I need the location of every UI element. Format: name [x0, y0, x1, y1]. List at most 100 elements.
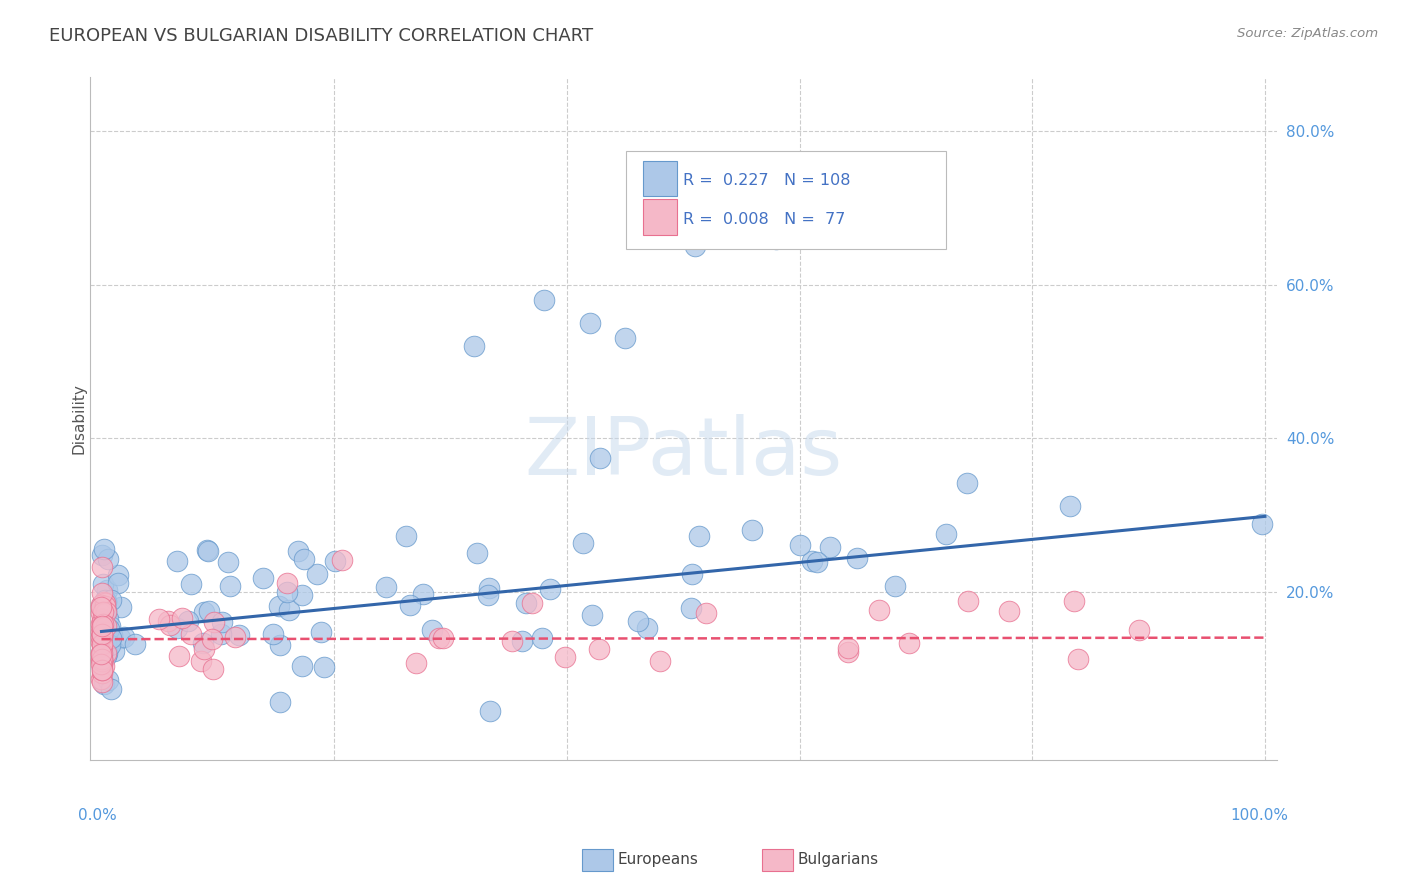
Point: [420, 623, 443, 637]
Point: [291, 658, 314, 673]
Point: [148, 612, 170, 626]
Point: [198, 604, 221, 618]
Point: [1059, 499, 1081, 513]
Point: [190, 654, 212, 668]
Point: [533, 293, 555, 307]
Point: [1063, 594, 1085, 608]
Point: [217, 555, 239, 569]
Point: [100, 682, 122, 697]
Point: [589, 451, 612, 466]
Point: [554, 649, 576, 664]
Point: [837, 640, 859, 655]
Point: [90, 672, 112, 686]
Point: [818, 540, 841, 554]
Point: [1250, 516, 1272, 531]
Point: [209, 627, 232, 641]
Text: EUROPEAN VS BULGARIAN DISABILITY CORRELATION CHART: EUROPEAN VS BULGARIAN DISABILITY CORRELA…: [49, 27, 593, 45]
Point: [309, 624, 332, 639]
Point: [166, 554, 188, 568]
Point: [97, 673, 120, 687]
Point: [96, 582, 118, 597]
Point: [695, 606, 717, 620]
Point: [219, 579, 242, 593]
Point: [90, 598, 112, 612]
Point: [90, 597, 112, 611]
Point: [520, 596, 543, 610]
Point: [96, 646, 118, 660]
Point: [94, 595, 117, 609]
Point: [93, 595, 115, 609]
Point: [530, 631, 553, 645]
Point: [294, 552, 316, 566]
Point: [90, 606, 112, 620]
Point: [107, 568, 129, 582]
Point: [197, 543, 219, 558]
Text: ZIPatlas: ZIPatlas: [524, 414, 842, 492]
Point: [103, 644, 125, 658]
Point: [98, 623, 121, 637]
Point: [90, 652, 112, 666]
Point: [90, 612, 112, 626]
Point: [93, 542, 115, 557]
Point: [97, 552, 120, 566]
Point: [681, 600, 703, 615]
Text: Europeans: Europeans: [617, 853, 699, 867]
Point: [614, 331, 637, 345]
Point: [90, 652, 112, 666]
Point: [998, 604, 1021, 618]
Point: [90, 548, 112, 562]
Point: [94, 605, 117, 619]
Point: [93, 599, 115, 614]
Point: [955, 475, 977, 490]
Point: [688, 529, 710, 543]
Point: [262, 626, 284, 640]
Point: [94, 593, 117, 607]
Point: [90, 663, 112, 677]
Point: [94, 594, 117, 608]
Point: [156, 614, 179, 628]
Point: [224, 630, 246, 644]
Point: [90, 622, 112, 636]
Point: [269, 638, 291, 652]
Point: [276, 584, 298, 599]
Point: [515, 595, 537, 609]
Point: [935, 526, 957, 541]
Point: [806, 555, 828, 569]
Point: [228, 628, 250, 642]
Point: [837, 645, 859, 659]
Point: [90, 629, 112, 643]
Point: [204, 615, 226, 630]
Point: [94, 604, 117, 618]
Point: [90, 675, 112, 690]
Point: [846, 550, 869, 565]
Point: [90, 642, 112, 657]
Point: [180, 627, 202, 641]
Point: [90, 666, 112, 681]
Point: [412, 587, 434, 601]
Point: [91, 601, 114, 615]
Point: [211, 615, 233, 630]
Point: [91, 652, 114, 666]
Point: [93, 623, 115, 637]
Point: [277, 602, 299, 616]
Point: [897, 636, 920, 650]
Point: [201, 632, 224, 646]
Point: [97, 641, 120, 656]
Point: [91, 646, 114, 660]
Point: [90, 647, 112, 661]
Point: [956, 594, 979, 608]
Point: [681, 567, 703, 582]
Point: [110, 600, 132, 615]
Point: [124, 636, 146, 650]
Point: [193, 605, 215, 619]
Point: [90, 630, 112, 644]
Point: [789, 537, 811, 551]
Point: [395, 529, 418, 543]
Point: [252, 571, 274, 585]
Point: [581, 607, 603, 622]
Point: [579, 316, 602, 330]
Text: Bulgarians: Bulgarians: [797, 853, 879, 867]
Point: [477, 588, 499, 602]
Point: [96, 629, 118, 643]
Point: [463, 339, 485, 353]
